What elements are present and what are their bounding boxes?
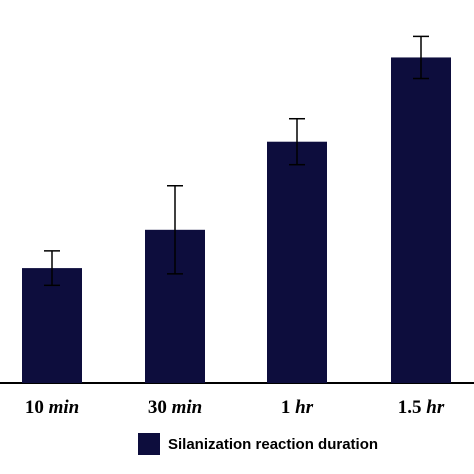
bar [22,268,82,383]
bar [391,57,451,383]
x-tick-label: 1 hr [281,397,314,418]
bar [267,141,327,383]
error-bar-group [44,35,429,287]
x-tick-label: 1.5 hr [398,397,445,418]
legend-label: Silanization reaction duration [168,436,378,453]
x-tick-label: 30 min [148,397,202,418]
legend: Silanization reaction duration [138,433,378,455]
legend-swatch [138,433,160,455]
bar-group [22,57,451,383]
x-tick-label: 10 min [25,397,79,418]
x-tick-labels: 10 min 30 min 1 hr 1.5 hr [25,397,445,418]
